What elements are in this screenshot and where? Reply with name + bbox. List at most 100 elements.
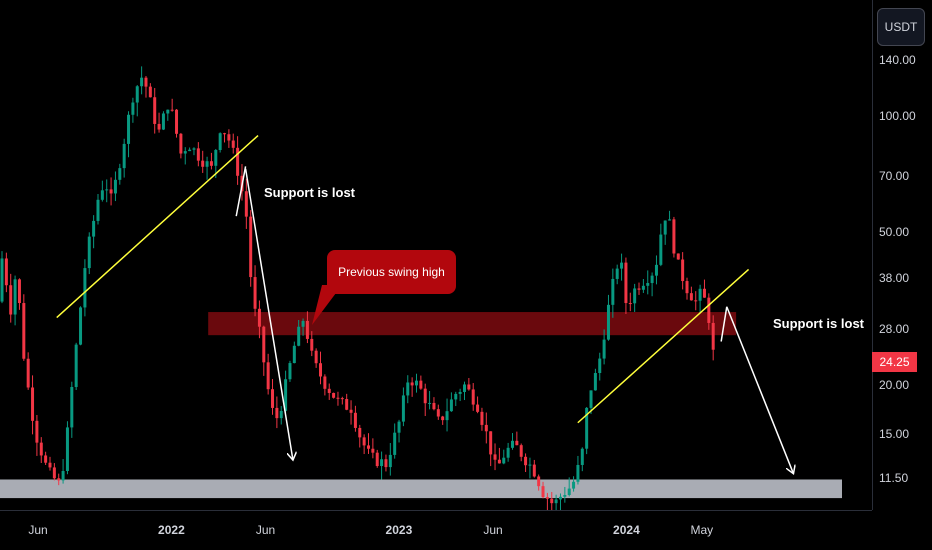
candle-body: [175, 109, 179, 134]
candle-body: [641, 285, 645, 290]
candle-body: [654, 264, 658, 276]
candle-body: [676, 253, 680, 260]
candle-body: [624, 262, 628, 304]
candle-body: [480, 411, 484, 425]
candle-body: [528, 464, 532, 466]
price-tick-label: 70.00: [879, 168, 910, 183]
candle-body: [92, 220, 96, 237]
candle-body: [414, 380, 418, 386]
candle-body: [380, 459, 384, 467]
candle-body: [209, 161, 213, 166]
candle-body: [467, 384, 471, 390]
price-axis[interactable]: 140.00 100.00 70.00 50.00 38.00 28.00 20.00 15.…: [872, 0, 932, 510]
price-tick-label: 50.00: [879, 225, 910, 240]
candle-body: [532, 464, 536, 477]
time-tick-label: Jun: [255, 523, 276, 537]
candle-body: [17, 279, 21, 304]
candle-body: [428, 402, 432, 404]
candle-body: [663, 220, 667, 235]
candle-body: [244, 191, 248, 217]
candle-body: [436, 409, 440, 417]
candle-body: [493, 454, 497, 460]
candle-body: [249, 216, 253, 278]
candle-body: [148, 86, 152, 98]
candle-body: [183, 151, 187, 154]
time-axis[interactable]: Jun 2022 Jun 2023 Jun 2024 May: [0, 510, 872, 550]
candle-body: [489, 431, 493, 455]
callout-previous-swing-high: Previous swing high: [327, 250, 456, 294]
candle-body: [257, 308, 261, 327]
candle-body: [310, 338, 314, 351]
candle-body: [711, 322, 715, 350]
candle-body: [231, 140, 235, 148]
candle-body: [519, 445, 523, 457]
price-tick-label: 100.00: [879, 109, 916, 124]
candle-body: [650, 275, 654, 284]
candle-body: [327, 388, 331, 393]
candle-body: [161, 113, 165, 130]
candle-body: [205, 161, 209, 167]
candle-body: [637, 288, 641, 290]
candle-body: [454, 393, 458, 400]
resistance-zone: [208, 312, 737, 336]
candle-body: [13, 279, 17, 315]
time-tick-label: 2022: [158, 523, 185, 537]
candle-body: [497, 459, 501, 464]
price-tick-label: 20.00: [879, 378, 910, 393]
candle-body: [388, 454, 392, 468]
candle-body: [65, 427, 69, 472]
candle-body: [672, 219, 676, 254]
candle-body: [502, 457, 506, 464]
candle-body: [576, 464, 580, 482]
candle-body: [707, 297, 711, 323]
support-zone: [0, 479, 842, 499]
candle-body: [35, 420, 39, 443]
arrow-4: [726, 306, 794, 474]
candle-body: [135, 86, 139, 103]
candle-body: [39, 442, 43, 456]
time-tick-label: Jun: [28, 523, 48, 537]
candle-body: [31, 387, 35, 421]
candle-body: [702, 288, 706, 298]
price-tick-label: 28.00: [879, 322, 910, 337]
candle-body: [157, 123, 161, 130]
price-tick-label: 140.00: [879, 52, 916, 67]
candle-body: [127, 114, 131, 144]
candle-body: [196, 148, 200, 161]
candle-body: [375, 452, 379, 467]
candle-body: [698, 288, 702, 301]
candle-body: [476, 404, 480, 412]
candle-body: [122, 143, 126, 169]
candle-body: [266, 362, 270, 390]
currency-unit-button[interactable]: USDT: [877, 8, 925, 46]
candle-body: [611, 278, 615, 305]
candle-body: [462, 384, 466, 392]
candle-body: [275, 407, 279, 419]
callout-label: Previous swing high: [338, 265, 445, 279]
candle-body: [484, 424, 488, 432]
candle-body: [44, 455, 48, 463]
candle-body: [336, 397, 340, 399]
candle-body: [140, 77, 144, 87]
candle-body: [105, 189, 109, 191]
candle-body: [620, 262, 624, 269]
candle-body: [319, 363, 323, 377]
candle-body: [192, 148, 196, 150]
chart-plot-area[interactable]: [0, 0, 872, 516]
candle-body: [166, 109, 170, 114]
candle-body: [685, 281, 689, 294]
candle-body: [371, 448, 375, 453]
candle-body: [423, 388, 427, 404]
arrow-3: [720, 306, 728, 342]
candle-body: [567, 488, 571, 495]
candle-body: [48, 462, 52, 468]
candle-body: [118, 168, 122, 180]
callout-pointer: [312, 285, 342, 325]
candle-body: [301, 320, 305, 327]
candle-body: [694, 300, 698, 302]
candle-body: [506, 447, 510, 458]
candle-body: [52, 467, 56, 479]
candle-body: [628, 303, 632, 305]
candle-body: [441, 416, 445, 421]
candle-body: [305, 320, 309, 339]
